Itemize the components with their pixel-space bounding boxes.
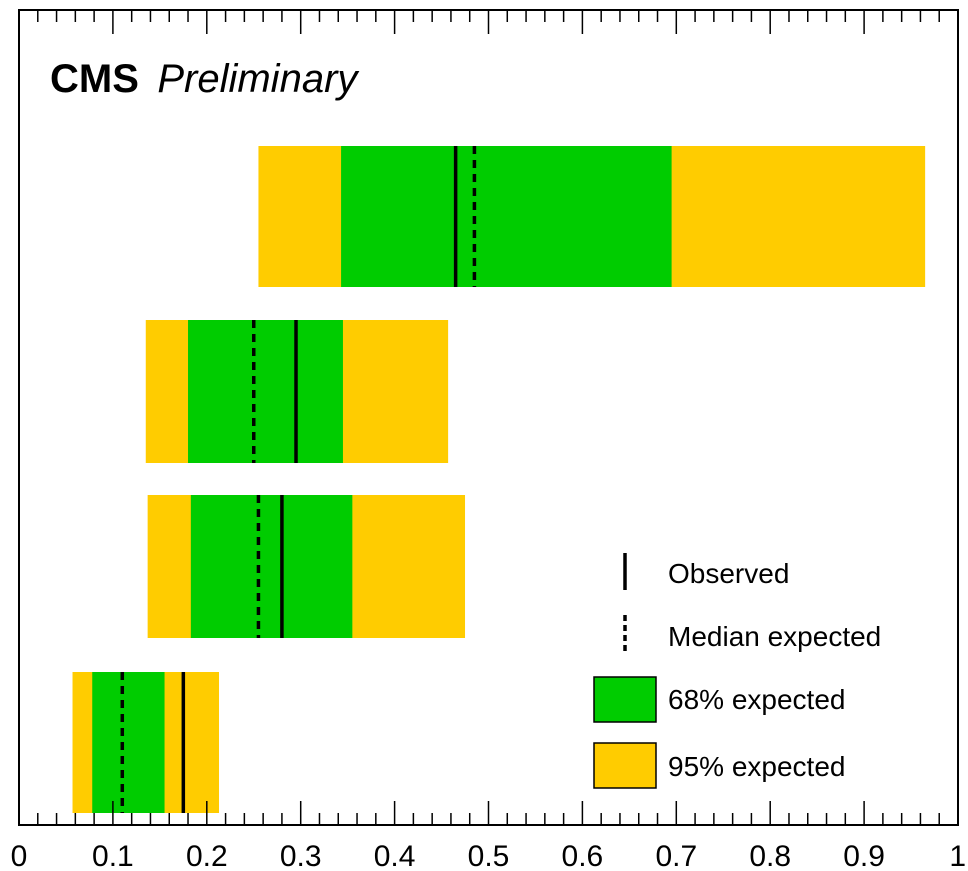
x-tick-label: 0.3	[280, 840, 322, 871]
legend-95-label: 95% expected	[668, 751, 845, 782]
x-tick-label: 0.4	[374, 840, 416, 871]
x-tick-label: 0.1	[92, 840, 134, 871]
x-axis-tick-labels: 0 0.1 0.2 0.3 0.4 0.5 0.6 0.7 0.8 0.9 1	[11, 840, 966, 871]
x-tick-label: 0.2	[186, 840, 228, 871]
x-tick-label: 0.9	[843, 840, 885, 871]
x-tick-label: 0.8	[749, 840, 791, 871]
x-tick-label: 1	[949, 840, 966, 871]
axis-ticks	[18, 10, 959, 825]
row-1-band-68	[341, 146, 672, 287]
legend-68-swatch	[593, 676, 657, 723]
row-2-band-68	[188, 320, 343, 463]
x-tick-label: 0.7	[655, 840, 697, 871]
legend-median-label: Median expected	[668, 621, 881, 652]
row-3-band-68	[190, 495, 353, 638]
legend-68-label: 68% expected	[668, 684, 845, 715]
cms-label: CMS	[50, 57, 139, 101]
x-tick-label: 0.5	[468, 840, 510, 871]
legend-observed-label: Observed	[668, 558, 789, 589]
legend-95-swatch	[593, 742, 657, 789]
x-tick-label: 0.6	[562, 840, 604, 871]
row-4-band-68	[92, 672, 165, 813]
bands-layer	[72, 146, 926, 813]
legend: Observed Median expected 68% expected 95…	[593, 553, 881, 789]
x-tick-label: 0	[11, 840, 28, 871]
preliminary-label: Preliminary	[157, 57, 360, 101]
chart-title: CMS Preliminary	[50, 57, 360, 101]
